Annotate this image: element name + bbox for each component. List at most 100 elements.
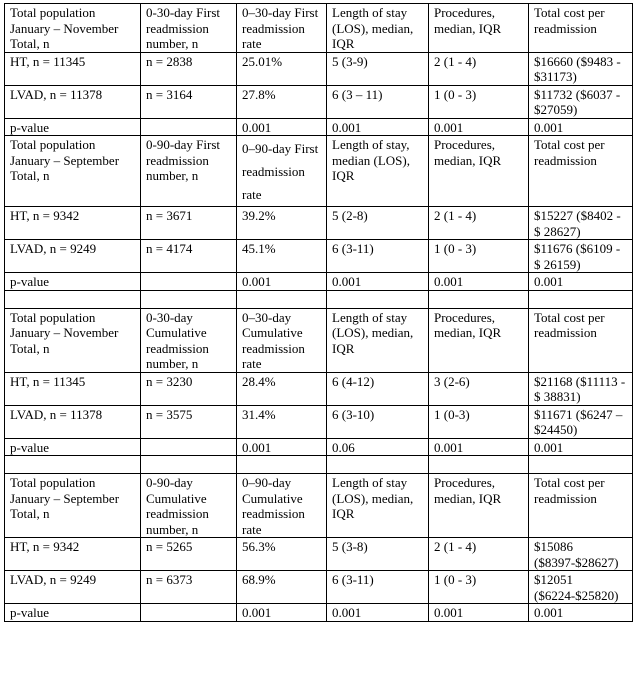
header-row: Total population January – November Tota… [4,307,633,373]
cell-readmission-number: n = 5265 [140,537,237,571]
cell-population: p-value [4,437,141,456]
header-cell-readmission-number: 0-90-day Cumulative readmission number, … [140,473,237,538]
header-cell-readmission-number: 0-30-day Cumulative readmission number, … [140,307,237,373]
table-row: p-value 0.001 0.001 0.001 0.001 [4,272,633,291]
cell-procedures: 0.001 [428,272,529,291]
cell-readmission-number: n = 3164 [140,84,237,119]
cell-population: HT, n = 11345 [4,51,141,86]
cell-length-of-stay: 0.001 [326,117,429,136]
header-cell-population: Total population January – September Tot… [4,135,141,207]
cell-readmission-rate: 0.001 [236,272,327,291]
cell-length-of-stay: 5 (2-8) [326,206,429,240]
header-cell-length-of-stay: Length of stay (LOS), median, IQR [326,307,429,373]
cell-total-cost: $12051 ($6224-$25820) [528,570,633,604]
header-row: Total population January – September Tot… [4,473,633,538]
header-row: Total population January – November Tota… [4,3,633,53]
cell-population: LVAD, n = 11378 [4,84,141,119]
cell-total-cost: $16660 ($9483 - $31173) [528,51,633,86]
cell-procedures: 2 (1 - 4) [428,51,529,86]
header-cell-length-of-stay: Length of stay, median (LOS), IQR [326,135,429,207]
cell-population: LVAD, n = 11378 [4,404,141,439]
cell-procedures: 3 (2-6) [428,371,529,406]
cell-readmission-rate: 28.4% [236,371,327,406]
header-cell-total-cost: Total cost per readmission [528,3,633,53]
spacer-row [4,289,633,309]
cell-procedures: 1 (0 - 3) [428,239,529,273]
header-cell-readmission-rate: 0–90-day First readmission rate [236,135,327,207]
header-cell-readmission-number: 0-90-day First readmission number, n [140,135,237,207]
cell-total-cost: 0.001 [528,117,633,136]
cell-length-of-stay: 6 (3-11) [326,570,429,604]
cell-total-cost: 0.001 [528,603,633,622]
cell-total-cost: 0.001 [528,272,633,291]
header-cell-population: Total population January – September Tot… [4,473,141,538]
empty-cell [326,289,429,309]
header-cell-procedures: Procedures, median, IQR [428,307,529,373]
cell-readmission-number: n = 3575 [140,404,237,439]
cell-length-of-stay: 6 (3 – 11) [326,84,429,119]
empty-cell [4,289,141,309]
cell-population: HT, n = 11345 [4,371,141,406]
cell-population: LVAD, n = 9249 [4,570,141,604]
cell-population: p-value [4,272,141,291]
table-row: LVAD, n = 9249 n = 4174 45.1% 6 (3-11) 1 (0 … [4,239,633,273]
cell-procedures: 1 (0 - 3) [428,84,529,119]
cell-procedures: 1 (0 - 3) [428,570,529,604]
cell-population: HT, n = 9342 [4,537,141,571]
empty-cell [236,455,327,474]
header-cell-readmission-rate: 0–30-day First readmission rate [236,3,327,53]
cell-readmission-number [140,437,237,456]
cell-readmission-number: n = 2838 [140,51,237,86]
empty-cell [236,289,327,309]
table-row: HT, n = 9342 n = 5265 56.3% 5 (3-8) 2 (1 - 4… [4,537,633,571]
header-cell-procedures: Procedures, median, IQR [428,135,529,207]
header-cell-total-cost: Total cost per readmission [528,135,633,207]
cell-readmission-rate: 31.4% [236,404,327,439]
cell-population: LVAD, n = 9249 [4,239,141,273]
header-cell-readmission-rate: 0–90-day Cumulative readmission rate [236,473,327,538]
cell-readmission-number [140,603,237,622]
cell-population: p-value [4,117,141,136]
cell-total-cost: $15086 ($8397-$28627) [528,537,633,571]
cell-procedures: 0.001 [428,437,529,456]
header-cell-population: Total population January – November Tota… [4,3,141,53]
cell-readmission-rate: 45.1% [236,239,327,273]
empty-cell [428,289,529,309]
cell-length-of-stay: 5 (3-8) [326,537,429,571]
table-row: LVAD, n = 11378 n = 3164 27.8% 6 (3 – 11) 1 … [4,84,633,119]
table-row: HT, n = 11345 n = 3230 28.4% 6 (4-12) 3 (2-6… [4,371,633,406]
cell-length-of-stay: 6 (3-10) [326,404,429,439]
header-cell-total-cost: Total cost per readmission [528,473,633,538]
cell-readmission-rate: 25.01% [236,51,327,86]
cell-procedures: 0.001 [428,117,529,136]
cell-readmission-rate: 0.001 [236,437,327,456]
cell-readmission-number [140,117,237,136]
empty-cell [140,289,237,309]
empty-cell [528,455,633,474]
cell-readmission-rate: 68.9% [236,570,327,604]
header-row: Total population January – September Tot… [4,135,633,207]
table-row: p-value 0.001 0.06 0.001 0.001 [4,437,633,456]
empty-cell [4,455,141,474]
cell-readmission-rate: 27.8% [236,84,327,119]
cell-length-of-stay: 0.06 [326,437,429,456]
table-row: p-value 0.001 0.001 0.001 0.001 [4,117,633,136]
header-cell-length-of-stay: Length of stay (LOS), median, IQR [326,473,429,538]
cell-readmission-number: n = 3671 [140,206,237,240]
empty-cell [528,289,633,309]
cell-total-cost: $21168 ($11113 - $ 38831) [528,371,633,406]
cell-total-cost: $11676 ($6109 - $ 26159) [528,239,633,273]
table-row: HT, n = 9342 n = 3671 39.2% 5 (2-8) 2 (1 - 4… [4,206,633,240]
cell-readmission-number [140,272,237,291]
cell-procedures: 2 (1 - 4) [428,206,529,240]
header-cell-total-cost: Total cost per readmission [528,307,633,373]
cell-procedures: 1 (0-3) [428,404,529,439]
readmission-table: Total population January – November Tota… [4,3,633,622]
cell-total-cost: $11671 ($6247 – $24450) [528,404,633,439]
spacer-row [4,455,633,474]
cell-procedures: 2 (1 - 4) [428,537,529,571]
empty-cell [326,455,429,474]
header-cell-procedures: Procedures, median, IQR [428,473,529,538]
cell-total-cost: $15227 ($8402 - $ 28627) [528,206,633,240]
header-cell-population: Total population January – November Tota… [4,307,141,373]
